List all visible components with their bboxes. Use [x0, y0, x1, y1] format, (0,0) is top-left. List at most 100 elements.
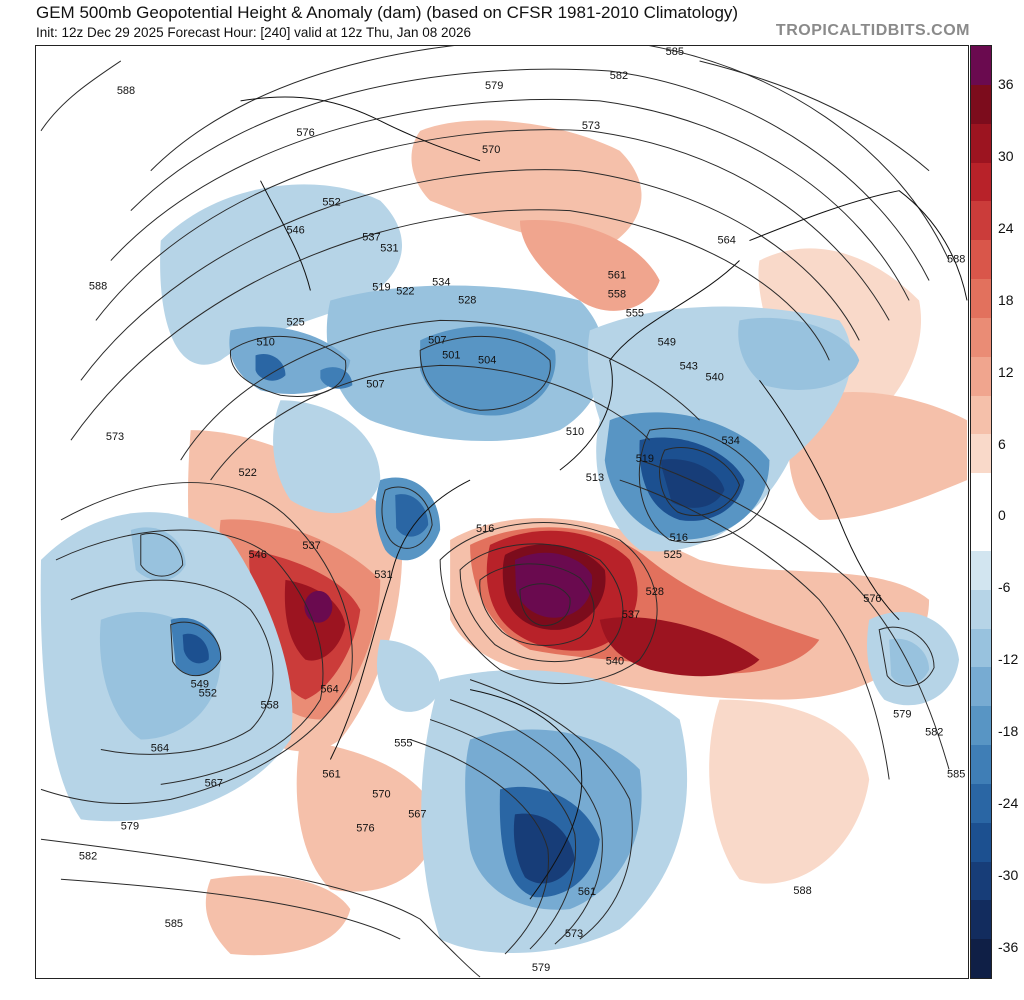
colorbar-segment: [971, 512, 991, 552]
colorbar-tick-label: 18: [998, 291, 1014, 308]
contour-label: 570: [482, 144, 500, 156]
contour-label: 573: [565, 928, 583, 940]
colorbar-tick-label: 6: [998, 435, 1006, 452]
chart-subtitle: Init: 12z Dec 29 2025 Forecast Hour: [24…: [36, 25, 472, 40]
contour-label: 588: [793, 885, 811, 897]
colorbar-segment: [971, 628, 991, 668]
colorbar-segment: [971, 861, 991, 901]
contour-label: 576: [863, 593, 881, 605]
contour-label: 588: [89, 280, 107, 292]
colorbar-segment: [971, 434, 991, 474]
colorbar-segment: [971, 783, 991, 824]
contour-label: 528: [646, 586, 664, 598]
contour-label: 549: [658, 336, 676, 348]
colorbar-segment: [971, 46, 991, 86]
contour-label: 579: [893, 709, 911, 721]
contour-label: 534: [432, 276, 450, 288]
colorbar-segment: [971, 473, 991, 513]
colorbar-tick-label: 24: [998, 219, 1014, 236]
colorbar-segment: [971, 240, 991, 280]
contour-label: 522: [239, 467, 257, 479]
contour-label: 558: [608, 288, 626, 300]
contour-label: 561: [608, 270, 626, 282]
contour-label: 528: [458, 294, 476, 306]
colorbar-segment: [971, 550, 991, 591]
contour-label: 585: [165, 918, 183, 930]
contour-label: 588: [117, 85, 135, 97]
chart-title: GEM 500mb Geopotential Height & Anomaly …: [36, 3, 739, 22]
colorbar-tick-label: -6: [998, 579, 1011, 596]
contour-label: 570: [372, 788, 390, 800]
contour-label: 537: [362, 232, 380, 244]
colorbar-tick-label: -12: [998, 651, 1019, 668]
colorbar-segment: [971, 279, 991, 319]
contour-label: 531: [374, 569, 392, 581]
contour-label: 519: [372, 281, 390, 293]
colorbar-tick-label: -30: [998, 866, 1019, 883]
colorbar-segment: [971, 84, 991, 125]
contour-label: 555: [626, 307, 644, 319]
contour-label: 501: [442, 349, 460, 361]
height-contours: [40, 46, 950, 978]
contour-label: 576: [356, 822, 374, 834]
contour-label: 552: [199, 688, 217, 700]
colorbar-tick-label: 36: [998, 76, 1014, 92]
contour-label: 519: [636, 453, 654, 465]
contour-label: 561: [322, 768, 340, 780]
contour-label: 555: [394, 737, 412, 749]
contour-label: 585: [666, 46, 684, 58]
contour-label: 525: [286, 316, 304, 328]
contour-label: 564: [151, 742, 169, 754]
contour-label: 543: [680, 360, 698, 372]
contour-label: 507: [366, 378, 384, 390]
contour-label: 516: [670, 532, 688, 544]
colorbar-segment: [971, 900, 991, 940]
contour-label: 537: [622, 609, 640, 621]
contour-label: 525: [664, 549, 682, 561]
colorbar-segment: [971, 356, 991, 396]
contour-label: 582: [925, 727, 943, 739]
contour-label: 573: [106, 431, 124, 443]
contour-label: 504: [478, 354, 496, 366]
contour-label: 510: [257, 336, 275, 348]
contour-label: 531: [380, 243, 398, 255]
colorbar-segment: [971, 201, 991, 241]
contour-label: 567: [408, 808, 426, 820]
colorbar-segment: [971, 317, 991, 358]
contour-label: 573: [582, 120, 600, 132]
contour-label: 567: [205, 777, 223, 789]
contour-label: 510: [566, 426, 584, 438]
contour-label: 552: [322, 197, 340, 209]
colorbar-segment: [971, 822, 991, 862]
colorbar-tick-label: 30: [998, 147, 1014, 164]
contour-label: 585: [947, 768, 965, 780]
map-panel: 588 588 588 588 585 585 585 582 582 582 …: [35, 45, 969, 979]
colorbar-segment: [971, 123, 991, 163]
colorbar-segment: [971, 939, 991, 979]
anomaly-map: 588 588 588 588 585 585 585 582 582 582 …: [36, 46, 968, 978]
contour-label: 564: [320, 684, 338, 696]
contour-label: 579: [485, 80, 503, 92]
colorbar-segment: [971, 745, 991, 785]
colorbar-segment: [971, 395, 991, 435]
colorbar: [970, 45, 992, 979]
contour-label: 537: [302, 540, 320, 552]
contour-label: 549: [191, 679, 209, 691]
contour-label: 588: [947, 254, 965, 266]
contour-label: 522: [396, 285, 414, 297]
contour-labels: 588 588 588 588 585 585 585 582 582 582 …: [79, 46, 965, 974]
contour-label: 564: [718, 235, 736, 247]
contour-label: 540: [706, 371, 724, 383]
colorbar-segment: [971, 589, 991, 629]
contour-label: 507: [428, 334, 446, 346]
contour-label: 558: [261, 700, 279, 712]
contour-label: 513: [586, 472, 604, 484]
colorbar-segment: [971, 162, 991, 202]
brand-watermark: TROPICALTIDBITS.COM: [775, 22, 970, 39]
contour-label: 579: [121, 820, 139, 832]
contour-label: 582: [79, 850, 97, 862]
negative-anomaly-fill: [40, 184, 960, 953]
contour-label: 534: [722, 435, 740, 447]
colorbar-segment: [971, 706, 991, 746]
contour-label: 561: [578, 886, 596, 898]
